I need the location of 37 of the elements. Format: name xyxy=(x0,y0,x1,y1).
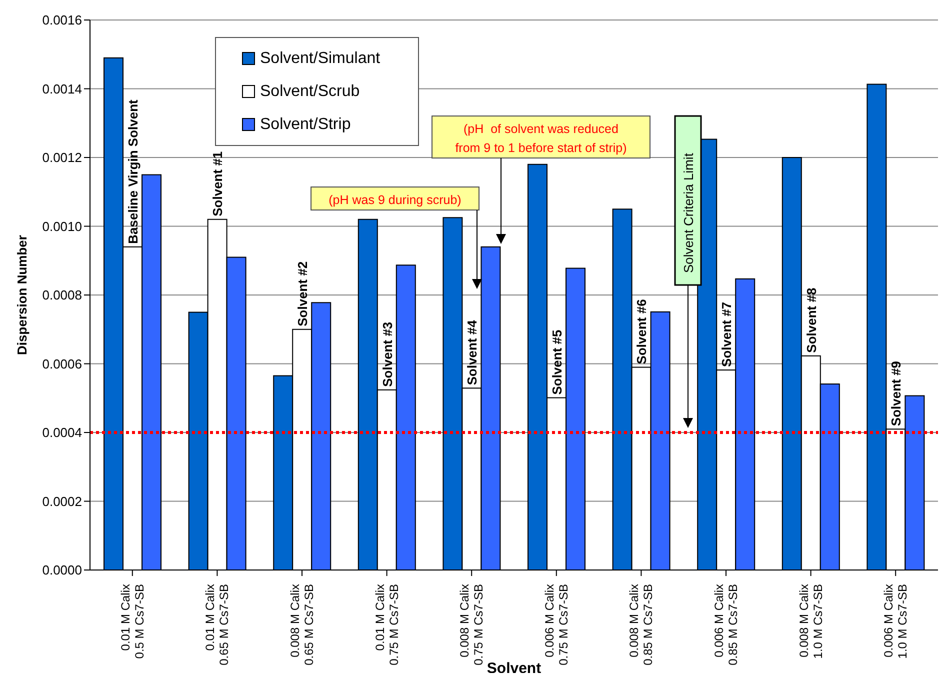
annotation: Solvent #2 xyxy=(295,261,310,326)
legend-label: Solvent/Strip xyxy=(260,116,351,134)
y-tick-label: 0.0016 xyxy=(42,12,82,28)
annotation: Solvent Criteria Limit xyxy=(681,152,696,273)
x-tick-label: 0.008 M Calix 1.0 M Cs7-SB xyxy=(796,584,825,659)
y-tick-label: 0.0008 xyxy=(42,288,82,303)
x-tick-label: 0.008 M Calix 0.65 M Cs7-SB xyxy=(288,584,316,666)
annotation: (pH was 9 during scrub) xyxy=(328,193,462,207)
y-tick-label: 0.0006 xyxy=(42,356,82,372)
y-axis-title: Dispersion Number xyxy=(14,235,30,355)
annotation: Solvent #4 xyxy=(464,319,480,386)
x-axis-title: Solvent xyxy=(486,660,542,677)
x-tick-label: 0.006 M Calix 0.75 M Cs7-SB xyxy=(542,584,570,666)
legend-label: Solvent/Scrub xyxy=(260,82,360,100)
annotation: Solvent #8 xyxy=(804,288,819,353)
x-tick-label: 0.01 M Calix 0.65 M Cs7-SB xyxy=(203,584,232,666)
x-tick-label: 0.01 M Calix 0.75 M Cs7-SB xyxy=(372,584,401,666)
x-tick-label: 0.006 M Calix 0.85 M Cs7-SB xyxy=(712,584,740,666)
x-tick-label: 0.01 M Calix 0.5 M Cs7-SB xyxy=(118,584,146,659)
annotation: (pH of solvent was reduced from 9 to 1 before start of strip) xyxy=(455,122,627,155)
y-tick-label: 0.0010 xyxy=(42,218,82,234)
annotation: Solvent #6 xyxy=(634,299,650,364)
x-tick-label: 0.006 M Calix 1.0 M Cs7-SB xyxy=(882,584,910,659)
x-tick-label: 0.008 M Calix 0.75 M Cs7-SB xyxy=(458,584,486,666)
y-tick-label: 0.0000 xyxy=(42,562,82,578)
y-tick-label: 0.0014 xyxy=(42,81,82,96)
annotation: Solvent #5 xyxy=(549,330,564,395)
annotation: Solvent #9 xyxy=(888,361,904,426)
annotation: Solvent #3 xyxy=(380,322,395,387)
y-tick-label: 0.0002 xyxy=(42,494,82,509)
annotation: Solvent #7 xyxy=(719,302,734,367)
legend-label: Solvent/Simulant xyxy=(260,50,380,68)
annotation: Solvent #1 xyxy=(210,151,226,216)
y-tick-label: 0.0012 xyxy=(42,150,82,166)
y-tick-label: 0.0004 xyxy=(42,425,82,440)
x-tick-label: 0.008 M Calix 0.85 M Cs7-SB xyxy=(627,584,656,666)
annotation: Baseline Virgin Solvent xyxy=(125,98,140,244)
